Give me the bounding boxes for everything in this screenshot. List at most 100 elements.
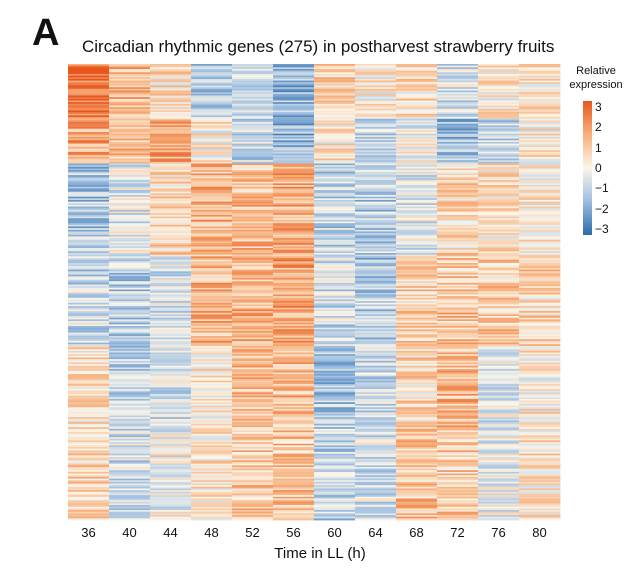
- heatmap-cell: [519, 372, 561, 375]
- heatmap-cell: [314, 365, 356, 368]
- heatmap-cell: [109, 281, 151, 284]
- heatmap-cell: [396, 350, 438, 353]
- heatmap-cell: [150, 198, 192, 201]
- heatmap-cell: [355, 160, 397, 163]
- heatmap-cell: [478, 493, 520, 496]
- heatmap-cell: [519, 380, 561, 383]
- heatmap-cell: [191, 425, 233, 428]
- heatmap-cell: [396, 402, 438, 405]
- heatmap-cell: [109, 332, 151, 335]
- heatmap-cell: [68, 168, 110, 171]
- heatmap-cell: [478, 284, 520, 287]
- heatmap-cell: [68, 262, 110, 266]
- heatmap-cell: [68, 463, 110, 466]
- heatmap-cell: [519, 471, 561, 474]
- heatmap-cell: [355, 350, 397, 353]
- heatmap-cell: [191, 181, 233, 184]
- heatmap-cell: [396, 495, 438, 498]
- heatmap-cell: [68, 224, 110, 227]
- heatmap-cell: [68, 287, 110, 290]
- heatmap-cell: [478, 218, 520, 221]
- heatmap-cell: [437, 418, 479, 421]
- heatmap-cell: [109, 289, 151, 292]
- heatmap-cell: [519, 445, 561, 448]
- heatmap-cell: [478, 413, 520, 416]
- heatmap-cell: [150, 496, 192, 499]
- heatmap-cell: [519, 276, 561, 279]
- heatmap-cell: [478, 486, 520, 489]
- heatmap-cell: [273, 481, 315, 484]
- heatmap-cell: [478, 476, 520, 479]
- heatmap-cell: [68, 393, 110, 397]
- heatmap-cell: [191, 239, 233, 242]
- heatmap-cell: [437, 130, 479, 133]
- heatmap-cell: [68, 440, 110, 443]
- heatmap-cell: [232, 354, 274, 357]
- heatmap-cell: [396, 150, 438, 153]
- heatmap-cell: [478, 256, 520, 259]
- heatmap-cell: [109, 420, 151, 423]
- heatmap-cell: [273, 188, 315, 191]
- heatmap-cell: [191, 153, 233, 156]
- heatmap-cell: [437, 219, 479, 222]
- heatmap-cell: [109, 321, 151, 324]
- heatmap-cell: [191, 277, 233, 280]
- heatmap-cell: [273, 279, 315, 282]
- heatmap-cell: [68, 64, 110, 67]
- heatmap-cell: [478, 165, 520, 168]
- heatmap-cell: [273, 244, 315, 247]
- heatmap-cell: [232, 216, 274, 219]
- heatmap-cell: [150, 402, 192, 405]
- heatmap-cell: [355, 452, 397, 455]
- heatmap-cell: [314, 125, 356, 128]
- heatmap-cell: [478, 234, 520, 237]
- heatmap-cell: [396, 65, 438, 68]
- heatmap-cell: [273, 316, 315, 319]
- heatmap-cell: [437, 233, 479, 236]
- heatmap-cell: [68, 166, 110, 169]
- heatmap-cell: [396, 407, 438, 410]
- heatmap-cell: [109, 148, 151, 151]
- heatmap-cell: [68, 281, 110, 284]
- heatmap-cell: [355, 427, 397, 430]
- heatmap-cell: [273, 185, 315, 188]
- heatmap-cell: [232, 221, 274, 224]
- heatmap-cell: [355, 269, 397, 272]
- heatmap-cell: [273, 243, 315, 246]
- heatmap-cell: [355, 307, 397, 310]
- heatmap-cell: [396, 122, 438, 125]
- heatmap-cell: [109, 412, 151, 415]
- heatmap-cell: [273, 367, 315, 370]
- heatmap-cell: [396, 473, 438, 476]
- heatmap-cell: [273, 118, 315, 121]
- heatmap-cell: [232, 314, 274, 317]
- heatmap-cell: [191, 274, 233, 277]
- heatmap-cell: [273, 413, 315, 416]
- heatmap-cell: [232, 198, 274, 201]
- heatmap-cell: [68, 238, 110, 241]
- heatmap-cell: [191, 112, 233, 115]
- heatmap-cell: [150, 476, 192, 479]
- heatmap-cell: [273, 488, 315, 491]
- heatmap-cell: [437, 87, 479, 90]
- heatmap-cell: [191, 420, 233, 423]
- heatmap-cell: [314, 228, 356, 231]
- heatmap-cell: [314, 224, 356, 227]
- heatmap-cell: [478, 262, 520, 266]
- heatmap-cell: [396, 325, 438, 329]
- heatmap-cell: [273, 309, 315, 312]
- heatmap-cell: [519, 301, 561, 304]
- heatmap-cell: [437, 423, 479, 426]
- heatmap-cell: [437, 203, 479, 206]
- heatmap-cell: [68, 455, 110, 458]
- heatmap-cell: [314, 244, 356, 247]
- heatmap-cell: [68, 276, 110, 279]
- heatmap-cell: [68, 500, 110, 503]
- heatmap-cell: [437, 236, 479, 239]
- heatmap-cell: [109, 392, 151, 395]
- heatmap-cell: [68, 334, 110, 337]
- heatmap-cell: [273, 428, 315, 431]
- heatmap-cell: [273, 330, 315, 334]
- heatmap-cell: [191, 345, 233, 348]
- heatmap-cell: [232, 98, 274, 101]
